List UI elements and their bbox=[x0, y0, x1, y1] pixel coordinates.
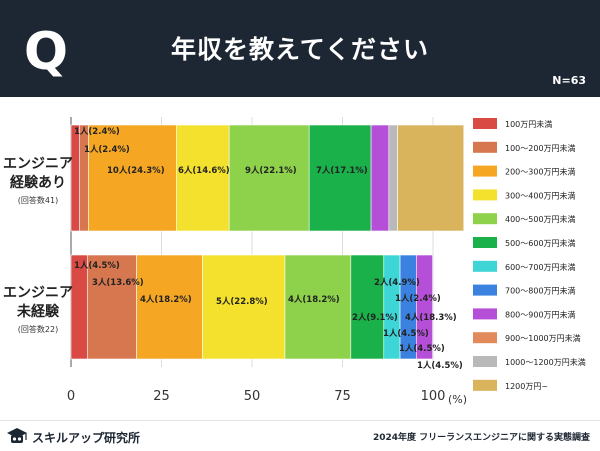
stacked-bar-chart: 1人(2.4%) 1人(2.4%) 10人(24.3%) 6人(14.6%) 9人(22… bbox=[3, 117, 586, 406]
category-label-0-line-1: 経験あり bbox=[10, 174, 66, 191]
legend-swatch-2 bbox=[473, 165, 497, 177]
bar-segment-r1-s1 bbox=[86, 254, 137, 360]
legend-swatch-8 bbox=[473, 308, 497, 320]
footer: スキルアップ研究所 2024年度 フリーランスエンジニアに関する実態調査 bbox=[0, 420, 600, 451]
category-label-1-line-1: 未経験 bbox=[17, 303, 60, 320]
legend-swatch-4 bbox=[473, 213, 497, 225]
bar-segment-r0-s11 bbox=[397, 124, 465, 232]
legend-swatch-0 bbox=[473, 118, 497, 129]
graduation-cap-icon bbox=[7, 428, 27, 443]
category-label-0-line-0: エンジニア bbox=[3, 156, 73, 172]
legend-label-6: 600～700万円未満 bbox=[505, 262, 576, 272]
bar-segment-r0-s0 bbox=[70, 124, 80, 232]
legend-label-0: 100万円未満 bbox=[505, 119, 552, 129]
brand-name: スキルアップ研究所 bbox=[32, 430, 141, 445]
bar-segment-r0-s3 bbox=[176, 124, 230, 232]
x-tick-label-4: 100 bbox=[421, 389, 446, 404]
legend-label-5: 500～600万円未満 bbox=[505, 238, 576, 248]
legend-swatch-11 bbox=[473, 379, 497, 391]
legend-label-11: 1200万円~ bbox=[505, 382, 548, 391]
legend-label-7: 700～800万円未満 bbox=[505, 286, 576, 296]
x-tick-label-2: 50 bbox=[244, 389, 261, 404]
data-label-r1-s6: 1人(4.5%) bbox=[383, 328, 429, 339]
legend-swatch-1 bbox=[473, 141, 497, 153]
bar-segment-r1-s3 bbox=[202, 254, 286, 360]
category-sublabel-1: (回答数22) bbox=[18, 324, 58, 334]
bar-segment-r1-s4 bbox=[284, 254, 352, 360]
x-axis-unit: (%) bbox=[448, 393, 467, 406]
x-tick-label-0: 0 bbox=[67, 389, 75, 404]
q-logo-letter: Q bbox=[24, 22, 68, 78]
legend-swatch-5 bbox=[473, 237, 497, 248]
bar-segment-r0-s8 bbox=[370, 124, 390, 232]
category-sublabel-0: (回答数41) bbox=[18, 195, 58, 205]
data-label-r1-s0: 1人(4.5%) bbox=[74, 260, 120, 271]
legend-label-9: 900～1000万円未満 bbox=[505, 333, 581, 343]
legend-label-10: 1000～1200万円未満 bbox=[505, 357, 586, 367]
header: Q 年収を教えてください N=63 bbox=[0, 0, 600, 97]
x-tick-label-1: 25 bbox=[153, 389, 170, 404]
legend-swatch-3 bbox=[473, 189, 497, 201]
legend-swatch-10 bbox=[473, 356, 497, 367]
data-label-r0-s3: 6人(14.6%) bbox=[178, 165, 230, 176]
data-label-r1-s5: 2人(9.1%) bbox=[352, 312, 398, 323]
data-label-r0-s4: 9人(22.1%) bbox=[245, 165, 297, 176]
bar-segment-r1-s6 bbox=[383, 254, 401, 360]
bar-segment-r0-s10 bbox=[388, 124, 398, 232]
data-label-r0-s5: 7人(17.1%) bbox=[316, 165, 368, 176]
data-label-r0-s0: 1人(2.4%) bbox=[74, 126, 120, 137]
bar-segment-r1-s8 bbox=[416, 254, 433, 360]
legend-label-3: 300～400万円未満 bbox=[505, 190, 576, 200]
survey-name: 2024年度 フリーランスエンジニアに関する実態調査 bbox=[372, 433, 590, 443]
data-label-r0-s8: 2人(4.9%) bbox=[374, 277, 420, 288]
bar-segment-r0-s5 bbox=[308, 124, 372, 232]
bar-segment-r0-s4 bbox=[228, 124, 310, 232]
page-title: 年収を教えてください bbox=[170, 35, 429, 64]
data-label-r0-s1: 1人(2.4%) bbox=[84, 144, 130, 155]
legend-label-2: 200～300万円未満 bbox=[505, 167, 576, 177]
data-label-r1-s7: 1人(4.5%) bbox=[399, 343, 445, 354]
q-logo: Q bbox=[24, 22, 68, 78]
data-label-r1-s1: 3人(13.6%) bbox=[92, 277, 144, 288]
legend-label-8: 800～900万円未満 bbox=[505, 309, 576, 319]
data-label-r1-s2: 4人(18.2%) bbox=[140, 294, 192, 305]
legend-swatch-7 bbox=[473, 284, 497, 296]
bar-segment-r1-s5 bbox=[350, 254, 385, 360]
legend-swatch-9 bbox=[473, 332, 497, 344]
x-tick-label-3: 75 bbox=[334, 389, 351, 404]
data-label-r0-s11: 4人(18.3%) bbox=[405, 312, 457, 323]
legend-label-4: 400～500万円未満 bbox=[505, 214, 576, 224]
data-label-r0-s2: 10人(24.3%) bbox=[107, 165, 165, 176]
brand: スキルアップ研究所 bbox=[6, 426, 140, 448]
category-label-1-line-0: エンジニア bbox=[3, 285, 73, 301]
data-label-r1-s8: 1人(4.5%) bbox=[417, 360, 463, 371]
bar-segment-r0-s2 bbox=[88, 124, 177, 232]
bar-segment-r1-s2 bbox=[136, 254, 203, 360]
data-label-r1-s3: 5人(22.8%) bbox=[216, 296, 268, 307]
legend-label-1: 100～200万円未満 bbox=[505, 143, 576, 153]
bar-segment-r0-s1 bbox=[79, 124, 89, 232]
respondent-count: N=63 bbox=[552, 74, 586, 87]
chart-area: 1人(2.4%) 1人(2.4%) 10人(24.3%) 6人(14.6%) 9人(22… bbox=[0, 97, 600, 420]
data-label-r1-s4: 4人(18.2%) bbox=[288, 294, 340, 305]
legend-swatch-6 bbox=[473, 260, 497, 272]
data-label-r0-s10: 1人(2.4%) bbox=[395, 293, 441, 304]
